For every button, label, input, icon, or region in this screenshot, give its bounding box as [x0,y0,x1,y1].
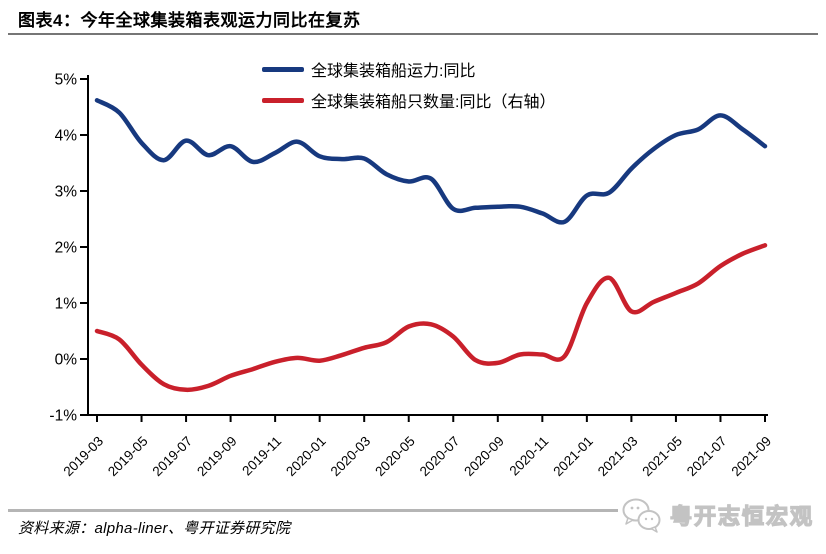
x-tick-label: 2021-05 [639,434,685,480]
x-tick-label: 2019-07 [150,434,196,480]
legend-item-ship-count: 全球集装箱船只数量:同比（右轴） [262,89,555,111]
brand-watermark: 粤开志恒宏观 [617,494,814,536]
brand-watermark-text: 粤开志恒宏观 [669,503,814,529]
legend-item-capacity: 全球集装箱船运力:同比 [262,58,555,80]
source-note: 资料来源：alpha-liner、粤开证券研究院 [18,520,291,537]
x-tick-label: 2021-09 [728,434,774,480]
x-tick-label: 2019-03 [60,434,106,480]
x-tick-label: 2020-09 [461,434,507,480]
capacity-yoy-line [94,98,768,225]
x-tick-label: 2019-09 [194,434,240,480]
chart-legend: 全球集装箱船运力:同比 全球集装箱船只数量:同比（右轴） [262,58,555,111]
chat-bubbles-icon [622,498,661,533]
legend-label-ship-count: 全球集装箱船只数量:同比（右轴） [311,94,556,111]
x-tick-label: 2021-01 [550,434,596,480]
x-tick-label: 2020-01 [283,434,329,480]
chart-title: 图表4：今年全球集装箱表观运力同比在复苏 [18,11,361,30]
x-tick-label: 2020-03 [328,434,374,480]
title-divider [8,33,818,35]
x-tick-label: 2020-05 [372,434,418,480]
x-tick-label: 2019-11 [239,434,284,479]
x-tick-label: 2020-11 [507,434,552,479]
x-tick-label: 2021-03 [595,434,641,480]
y-tick-label: 2% [55,240,78,257]
capacity-line-swatch [262,66,304,72]
y-tick-label: 3% [55,184,78,201]
footer-divider [8,509,814,512]
y-tick-label: 4% [55,128,78,145]
ship-count-yoy-line [94,243,768,393]
y-tick-label: 5% [55,72,78,89]
axis-lines [87,75,768,416]
legend-label-capacity: 全球集装箱船运力:同比 [311,63,476,80]
x-tick-label: 2019-05 [105,434,151,480]
ship-count-line-swatch [262,97,304,103]
x-tick-label: 2020-07 [417,434,463,480]
x-tick-label: 2021-07 [684,434,730,480]
y-tick-label: 1% [55,296,78,313]
y-tick-label: 0% [55,352,78,369]
y-tick-label: -1% [49,408,77,425]
